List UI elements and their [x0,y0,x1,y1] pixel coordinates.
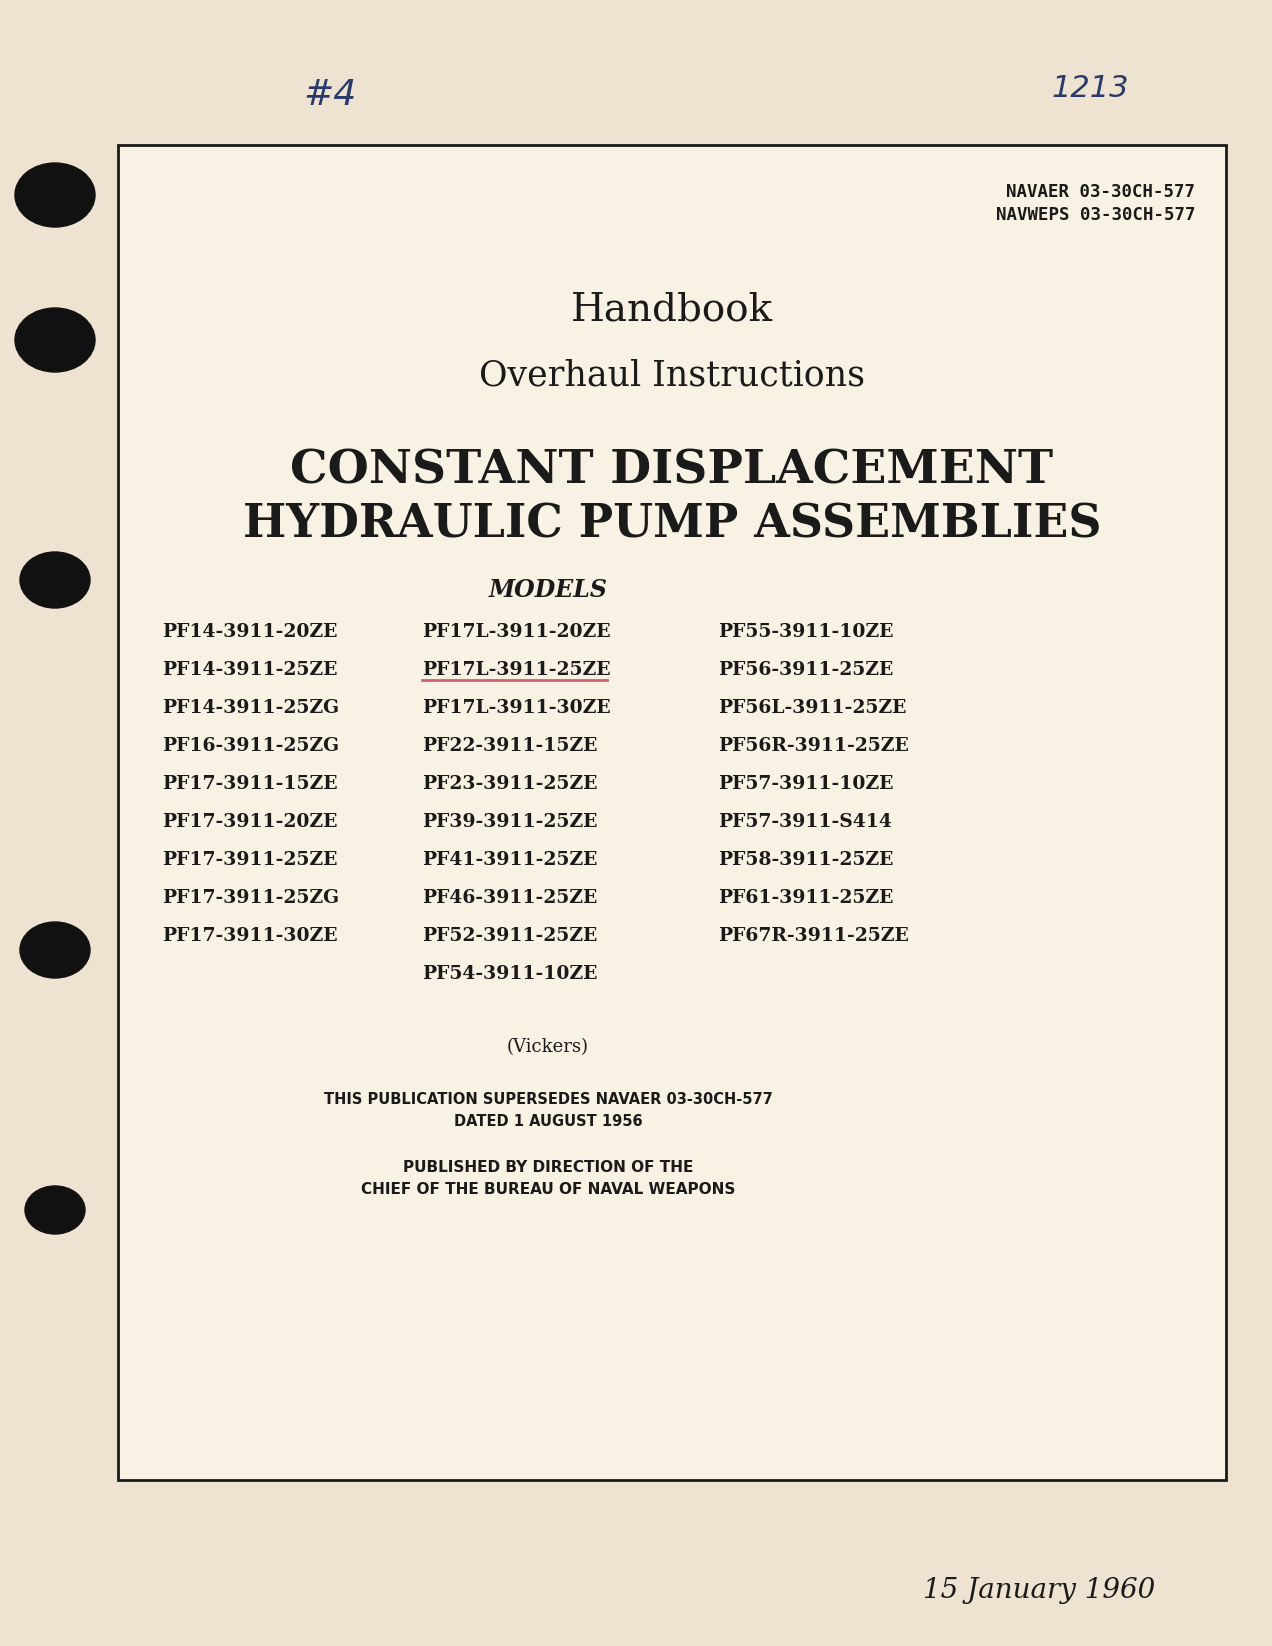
Text: PF22-3911-15ZE: PF22-3911-15ZE [422,737,598,756]
Text: PF17-3911-15ZE: PF17-3911-15ZE [162,775,337,793]
Text: PF54-3911-10ZE: PF54-3911-10ZE [422,965,598,983]
Text: PF56L-3911-25ZE: PF56L-3911-25ZE [717,700,907,718]
Text: PF23-3911-25ZE: PF23-3911-25ZE [422,775,598,793]
Text: PF17-3911-30ZE: PF17-3911-30ZE [162,927,337,945]
Text: PF58-3911-25ZE: PF58-3911-25ZE [717,851,893,869]
Text: MODELS: MODELS [488,578,608,602]
Bar [118,145,1226,1480]
Text: PF17L-3911-20ZE: PF17L-3911-20ZE [422,622,611,640]
Text: (Vickers): (Vickers) [508,1039,589,1057]
Text: PF46-3911-25ZE: PF46-3911-25ZE [422,889,598,907]
Text: Overhaul Instructions: Overhaul Instructions [480,357,865,392]
Text: PF39-3911-25ZE: PF39-3911-25ZE [422,813,598,831]
Text: CHIEF OF THE BUREAU OF NAVAL WEAPONS: CHIEF OF THE BUREAU OF NAVAL WEAPONS [361,1182,735,1197]
Text: PF14-3911-20ZE: PF14-3911-20ZE [162,622,337,640]
Ellipse shape [20,922,90,978]
Text: PF67R-3911-25ZE: PF67R-3911-25ZE [717,927,909,945]
Text: PF56-3911-25ZE: PF56-3911-25ZE [717,662,893,680]
Ellipse shape [15,163,95,227]
Text: PF14-3911-25ZG: PF14-3911-25ZG [162,700,340,718]
Text: PF17L-3911-25ZE: PF17L-3911-25ZE [422,662,611,680]
Text: PF17-3911-25ZG: PF17-3911-25ZG [162,889,340,907]
Text: PF17-3911-25ZE: PF17-3911-25ZE [162,851,337,869]
Text: PF61-3911-25ZE: PF61-3911-25ZE [717,889,893,907]
Text: PF52-3911-25ZE: PF52-3911-25ZE [422,927,598,945]
Text: PF56R-3911-25ZE: PF56R-3911-25ZE [717,737,909,756]
Text: Handbook: Handbook [571,291,773,329]
Text: PF57-3911-10ZE: PF57-3911-10ZE [717,775,893,793]
Text: 15 January 1960: 15 January 1960 [922,1577,1155,1603]
Text: PF14-3911-25ZE: PF14-3911-25ZE [162,662,337,680]
Text: HYDRAULIC PUMP ASSEMBLIES: HYDRAULIC PUMP ASSEMBLIES [243,502,1102,548]
Ellipse shape [15,308,95,372]
Text: DATED 1 AUGUST 1956: DATED 1 AUGUST 1956 [454,1113,642,1129]
Text: NAVAER 03-30CH-577: NAVAER 03-30CH-577 [1006,183,1194,201]
Bar [118,145,1226,1480]
Text: NAVWEPS 03-30CH-577: NAVWEPS 03-30CH-577 [996,206,1194,224]
Ellipse shape [20,551,90,607]
Text: PF57-3911-S414: PF57-3911-S414 [717,813,892,831]
Text: #4: #4 [304,77,356,112]
Text: PF41-3911-25ZE: PF41-3911-25ZE [422,851,598,869]
Text: THIS PUBLICATION SUPERSEDES NAVAER 03-30CH-577: THIS PUBLICATION SUPERSEDES NAVAER 03-30… [323,1091,772,1106]
Text: PF16-3911-25ZG: PF16-3911-25ZG [162,737,340,756]
Text: PF55-3911-10ZE: PF55-3911-10ZE [717,622,893,640]
Text: 1213: 1213 [1051,74,1128,102]
Text: PF17-3911-20ZE: PF17-3911-20ZE [162,813,337,831]
Text: PF17L-3911-30ZE: PF17L-3911-30ZE [422,700,611,718]
Text: CONSTANT DISPLACEMENT: CONSTANT DISPLACEMENT [290,448,1053,494]
Text: PUBLISHED BY DIRECTION OF THE: PUBLISHED BY DIRECTION OF THE [403,1159,693,1175]
Ellipse shape [25,1187,85,1234]
